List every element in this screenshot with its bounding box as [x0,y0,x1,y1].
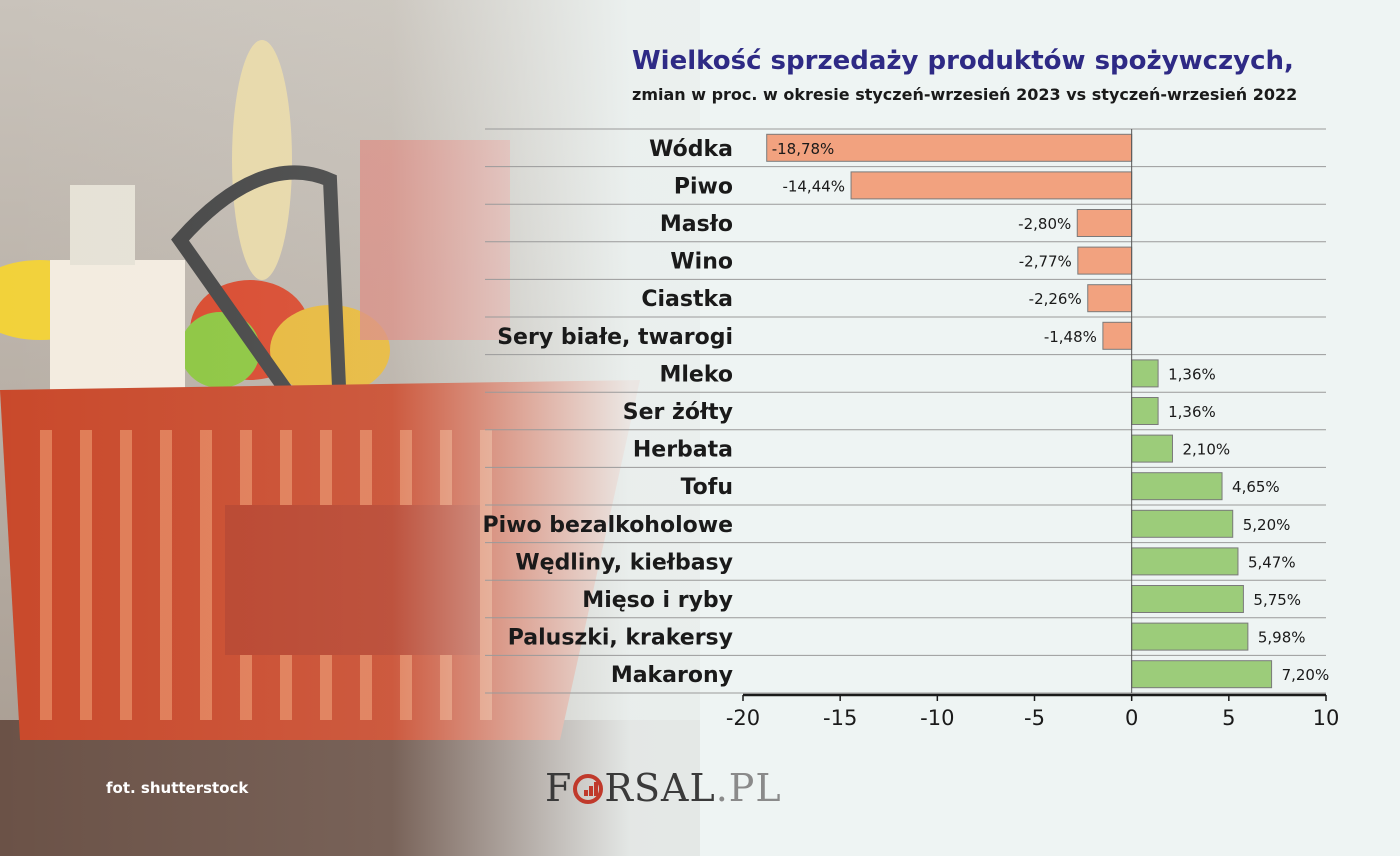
bar [1131,585,1244,613]
bar [1131,434,1173,463]
data-label: 4,65% [1232,478,1280,496]
data-label: -2,26% [1029,290,1082,308]
data-label: 5,20% [1243,516,1291,534]
bar [1131,509,1234,538]
bar [1131,359,1159,388]
x-tick-label: -5 [1024,706,1045,730]
category-label: Ser żółty [623,400,733,425]
category-label: Wódka [649,137,733,162]
logo-text-end: RSAL [604,766,716,810]
logo-domain: .PL [715,766,782,810]
category-label: Herbata [633,438,733,463]
x-tick-label: -20 [726,706,760,730]
category-label: Wędliny, kiełbasy [515,550,733,575]
category-label: Piwo [674,174,733,199]
logo-text-start: F [545,766,573,810]
data-label: -18,78% [772,140,835,158]
data-label: 2,10% [1182,441,1230,459]
data-label: -2,77% [1019,253,1072,271]
data-label: 5,75% [1253,591,1301,609]
data-label: 1,36% [1168,403,1216,421]
bar [1131,622,1249,651]
category-label: Mięso i ryby [582,588,733,613]
x-tick-label: -15 [823,706,857,730]
category-label: Paluszki, krakersy [508,626,733,651]
category-label: Makarony [611,663,733,688]
category-label: Piwo bezalkoholowe [483,513,733,538]
category-label: Tofu [681,475,733,500]
bar [1087,284,1133,313]
category-label: Sery białe, twarogi [497,325,733,350]
data-label: -14,44% [782,177,845,195]
x-tick-label: 10 [1313,706,1340,730]
category-label: Mleko [659,362,733,387]
data-label: 5,98% [1258,629,1306,647]
bar [766,133,1133,162]
data-label: 1,36% [1168,365,1216,383]
data-label: -1,48% [1044,328,1097,346]
bar [1102,321,1133,350]
bar [1076,209,1133,237]
bar [1131,472,1223,501]
category-label: Masło [660,212,733,237]
bar [1077,246,1133,275]
data-label: 5,47% [1248,553,1296,571]
bar [1131,397,1159,425]
bar [850,171,1133,200]
chart-subtitle: zmian w proc. w okresie styczeń-wrzesień… [632,85,1298,104]
data-label: 7,20% [1282,666,1330,684]
bar [1131,547,1239,576]
logo-o-chart-icon [573,774,604,804]
category-label: Wino [670,250,733,275]
x-tick-label: 0 [1125,706,1138,730]
x-tick-label: -10 [920,706,954,730]
bar [1131,660,1273,689]
chart-title: Wielkość sprzedaży produktów spożywczych… [632,46,1294,76]
photo-credit: fot. shutterstock [106,779,249,797]
x-tick-label: 5 [1222,706,1235,730]
forsal-logo: F RSAL.PL [545,766,782,810]
data-label: -2,80% [1018,215,1071,233]
category-label: Ciastka [641,287,733,312]
